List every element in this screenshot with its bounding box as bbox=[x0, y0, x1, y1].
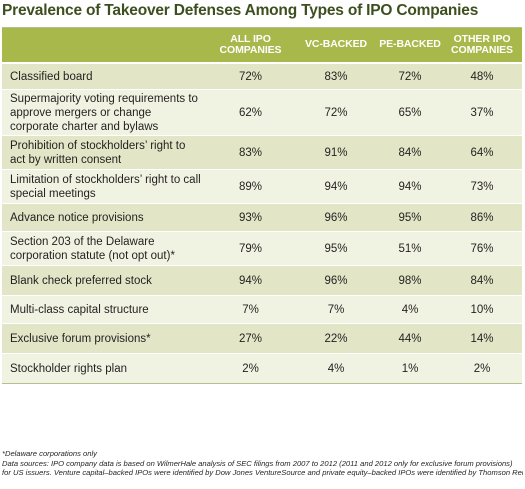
row-label: Stockholder rights plan bbox=[10, 362, 127, 375]
takeover-defenses-table: ALL IPO COMPANIES VC-BACKED PE-BACKED OT… bbox=[2, 27, 522, 384]
row-label: Multi-class capital structure bbox=[10, 303, 149, 316]
value-cell-vc-backed: 7% bbox=[327, 303, 345, 316]
footnote-identification: for US issuers. Venture capital–backed I… bbox=[2, 468, 523, 478]
table-row: Multi-class capital structure 7% 7% 4% 10% bbox=[2, 295, 522, 323]
table-header-row: ALL IPO COMPANIES VC-BACKED PE-BACKED OT… bbox=[2, 28, 522, 63]
value-cell-other-ipo: 64% bbox=[470, 146, 494, 159]
header-cell-other-ipo: OTHER IPO COMPANIES bbox=[451, 32, 513, 56]
value-cell-other-ipo: 37% bbox=[470, 106, 494, 119]
row-label: Section 203 of the Delaware corporation … bbox=[10, 235, 175, 262]
value-cell-all-ipo: 62% bbox=[238, 106, 263, 119]
value-cell-pe-backed: 98% bbox=[398, 274, 422, 287]
row-label: Blank check preferred stock bbox=[10, 274, 152, 287]
header-cell-label bbox=[2, 28, 207, 62]
table-row: Supermajority voting requirements to app… bbox=[2, 89, 522, 135]
value-cell-vc-backed: 91% bbox=[324, 146, 348, 159]
table-row: Limitation of stockholders’ right to cal… bbox=[2, 169, 522, 203]
table-row: Section 203 of the Delaware corporation … bbox=[2, 231, 522, 265]
row-label: Prohibition of stockholders’ right to ac… bbox=[10, 139, 186, 166]
value-cell-other-ipo: 76% bbox=[470, 242, 494, 255]
row-label: Classified board bbox=[10, 70, 93, 83]
value-cell-all-ipo: 27% bbox=[238, 332, 263, 345]
table-row: Blank check preferred stock 94% 96% 98% 84% bbox=[2, 265, 522, 295]
value-cell-all-ipo: 83% bbox=[238, 146, 263, 159]
value-cell-vc-backed: 95% bbox=[324, 242, 348, 255]
value-cell-other-ipo: 86% bbox=[470, 211, 494, 224]
row-label: Limitation of stockholders’ right to cal… bbox=[10, 173, 201, 200]
value-cell-other-ipo: 84% bbox=[470, 274, 494, 287]
row-label: Exclusive forum provisions* bbox=[10, 332, 151, 345]
value-cell-other-ipo: 10% bbox=[470, 303, 494, 316]
value-cell-all-ipo: 94% bbox=[238, 274, 263, 287]
table-row: Exclusive forum provisions* 27% 22% 44% 14% bbox=[2, 323, 522, 353]
value-cell-all-ipo: 7% bbox=[242, 303, 259, 316]
footnotes: *Delaware corporations only Data sources… bbox=[2, 449, 523, 478]
table-body: Classified board 72% 83% 72% 48% Supermajorit… bbox=[2, 63, 522, 383]
value-cell-pe-backed: 44% bbox=[398, 332, 422, 345]
value-cell-vc-backed: 96% bbox=[324, 274, 348, 287]
table-row: Classified board 72% 83% 72% 48% bbox=[2, 63, 522, 89]
header-cell-vc-backed: VC-BACKED bbox=[304, 38, 368, 51]
value-cell-pe-backed: 1% bbox=[401, 362, 419, 375]
row-label: Advance notice provisions bbox=[10, 211, 144, 224]
value-cell-vc-backed: 83% bbox=[324, 70, 348, 83]
value-cell-pe-backed: 65% bbox=[398, 106, 422, 119]
value-cell-all-ipo: 79% bbox=[238, 242, 263, 255]
value-cell-other-ipo: 48% bbox=[470, 70, 494, 83]
value-cell-pe-backed: 84% bbox=[398, 146, 422, 159]
value-cell-vc-backed: 22% bbox=[324, 332, 348, 345]
table-title: Prevalence of Takeover Defenses Among Ty… bbox=[2, 2, 479, 19]
footnote-data-sources: Data sources: IPO company data is based … bbox=[2, 458, 513, 468]
table-row: Prohibition of stockholders’ right to ac… bbox=[2, 135, 522, 169]
value-cell-other-ipo: 73% bbox=[470, 180, 494, 193]
value-cell-vc-backed: 72% bbox=[324, 106, 348, 119]
value-cell-all-ipo: 89% bbox=[238, 180, 263, 193]
value-cell-all-ipo: 2% bbox=[242, 362, 259, 375]
value-cell-other-ipo: 2% bbox=[473, 362, 491, 375]
value-cell-pe-backed: 51% bbox=[398, 242, 422, 255]
value-cell-pe-backed: 95% bbox=[398, 211, 422, 224]
value-cell-all-ipo: 93% bbox=[238, 211, 263, 224]
row-label: Supermajority voting requirements to app… bbox=[10, 92, 198, 133]
table-row: Stockholder rights plan 2% 4% 1% 2% bbox=[2, 353, 522, 383]
value-cell-vc-backed: 94% bbox=[324, 180, 348, 193]
value-cell-pe-backed: 72% bbox=[398, 70, 422, 83]
value-cell-pe-backed: 94% bbox=[398, 180, 422, 193]
footnote-delaware: *Delaware corporations only bbox=[2, 449, 97, 458]
value-cell-all-ipo: 72% bbox=[238, 70, 263, 83]
value-cell-vc-backed: 96% bbox=[324, 211, 348, 224]
header-cell-all-ipo: ALL IPO COMPANIES bbox=[219, 32, 282, 56]
value-cell-other-ipo: 14% bbox=[470, 332, 494, 345]
table-row: Advance notice provisions 93% 96% 95% 86% bbox=[2, 203, 522, 231]
value-cell-vc-backed: 4% bbox=[327, 362, 345, 375]
header-cell-pe-backed: PE-BACKED bbox=[379, 38, 441, 51]
value-cell-pe-backed: 4% bbox=[401, 303, 419, 316]
